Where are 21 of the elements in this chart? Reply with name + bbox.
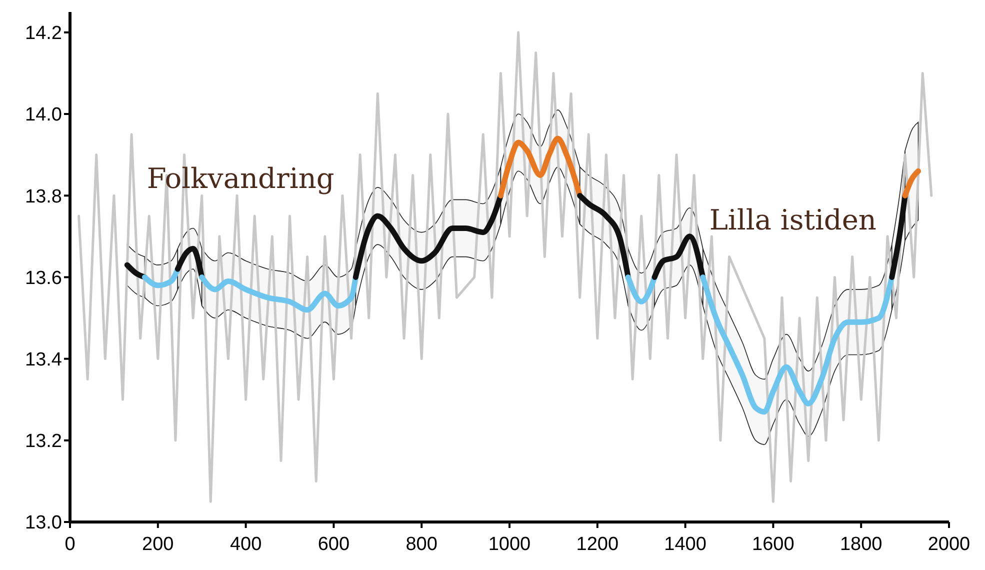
line-series	[78, 31, 933, 503]
x-tick-label: 1400	[664, 534, 706, 555]
y-tick-label: 13.8	[25, 186, 62, 208]
x-tick-label: 1200	[576, 534, 619, 555]
x-tick-label: 600	[318, 534, 350, 555]
annotation: Lilla istiden	[709, 204, 876, 237]
y-tick-label: 14.0	[25, 104, 62, 126]
x-tick-label: 1600	[752, 534, 794, 555]
y-tick-label: 13.2	[25, 431, 62, 452]
annotation: Folkvandring	[146, 162, 334, 196]
y-tick-label: 14.2	[25, 23, 62, 44]
x-tick-label: 1800	[840, 534, 882, 555]
y-tick-label: 13.0	[25, 512, 62, 534]
y-tick-label: 13.4	[25, 349, 62, 370]
x-tick-label: 2000	[928, 534, 970, 555]
x-tick-label: 400	[230, 534, 262, 555]
x-tick-label: 0	[64, 534, 76, 555]
y-tick-label: 13.6	[25, 268, 62, 289]
x-tick-label: 200	[142, 534, 174, 555]
x-tick-label: 1000	[488, 534, 531, 555]
x-tick-label: 800	[406, 534, 438, 555]
